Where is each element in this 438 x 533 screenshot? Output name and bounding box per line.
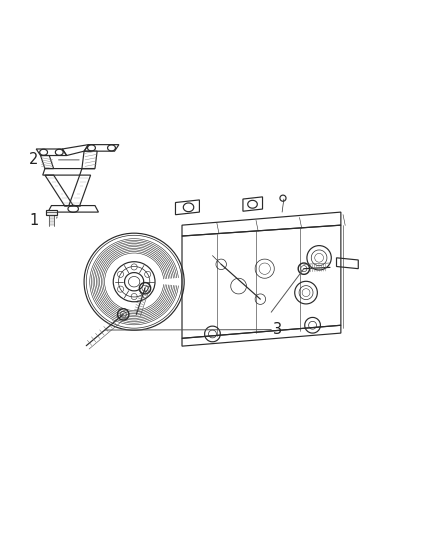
Text: 3: 3 [273, 322, 283, 337]
Text: 2: 2 [29, 152, 39, 167]
Polygon shape [46, 210, 57, 215]
Text: 1: 1 [29, 213, 39, 228]
